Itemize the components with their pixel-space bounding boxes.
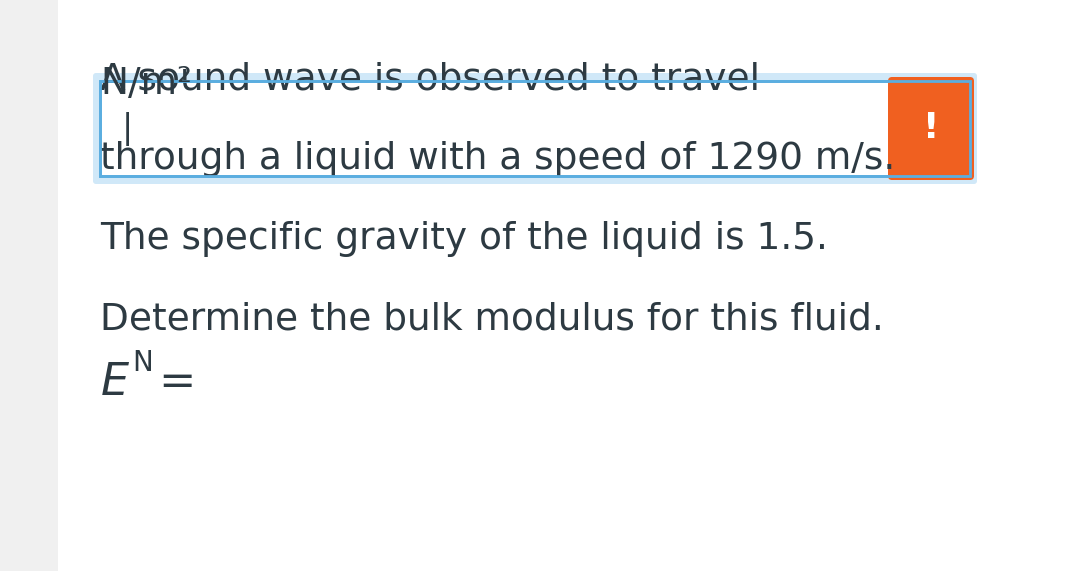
FancyBboxPatch shape: [888, 77, 974, 180]
Text: N/m²: N/m²: [100, 66, 192, 102]
Text: =: =: [158, 361, 195, 404]
FancyBboxPatch shape: [100, 81, 970, 176]
Text: Determine the bulk modulus for this fluid.: Determine the bulk modulus for this flui…: [100, 301, 883, 337]
Text: N: N: [132, 349, 152, 377]
Text: |: |: [122, 111, 133, 146]
Bar: [892, 81, 931, 176]
Text: through a liquid with a speed of 1290 m/s.: through a liquid with a speed of 1290 m/…: [100, 141, 895, 177]
Text: The specific gravity of the liquid is 1.5.: The specific gravity of the liquid is 1.…: [100, 221, 828, 257]
Text: A sound wave is observed to travel: A sound wave is observed to travel: [100, 61, 760, 97]
Text: !: !: [922, 111, 940, 146]
FancyBboxPatch shape: [93, 73, 977, 184]
Text: $E$: $E$: [100, 361, 130, 404]
